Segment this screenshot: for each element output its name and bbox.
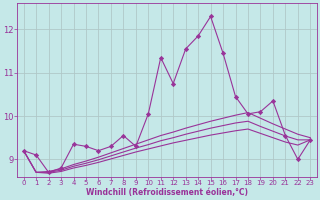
X-axis label: Windchill (Refroidissement éolien,°C): Windchill (Refroidissement éolien,°C) xyxy=(86,188,248,197)
